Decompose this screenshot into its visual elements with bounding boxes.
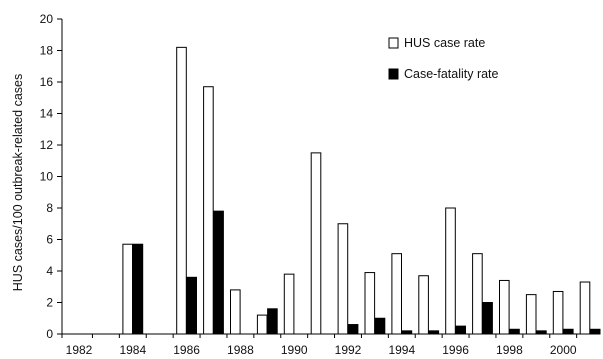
x-tick-label: 1990: [281, 343, 308, 357]
x-tick-label: 1984: [119, 343, 146, 357]
y-tick-label: 16: [40, 75, 54, 89]
x-tick-label: 1982: [66, 343, 93, 357]
y-tick-label: 14: [40, 107, 54, 121]
bar-case-fatality-rate-2001: [589, 328, 601, 335]
y-tick-label: 12: [40, 138, 54, 152]
y-tick-label: 6: [46, 233, 53, 247]
bar-case-fatality-rate-1989: [267, 308, 278, 335]
bar-hus-case-rate-1991: [310, 152, 322, 335]
bar-case-fatality-rate-1998: [509, 328, 520, 335]
bar-case-fatality-rate-1986: [186, 276, 197, 335]
y-tick-label: 20: [40, 12, 54, 26]
bars: [122, 46, 601, 335]
bar-hus-case-rate-1995: [418, 275, 429, 335]
legend-swatch-hus-case-rate: [388, 37, 399, 49]
legend-label-case-fatality-rate: Case-fatality rate: [404, 67, 499, 81]
bar-hus-case-rate-1992: [337, 223, 349, 335]
bar-hus-case-rate-1993: [364, 272, 376, 335]
x-tick-label: 1988: [227, 343, 254, 357]
bar-hus-case-rate-1987: [203, 86, 214, 335]
x-tick-label: 1994: [388, 343, 415, 357]
x-tick-label: 1998: [496, 343, 523, 357]
x-tick-label: 1992: [335, 343, 362, 357]
bar-case-fatality-rate-2000: [563, 328, 574, 335]
bar-case-fatality-rate-1993: [374, 317, 386, 335]
bar-hus-case-rate-1984: [122, 243, 134, 335]
x-tick-label: 1996: [442, 343, 469, 357]
y-axis-title: HUS cases/100 outbreak-related cases: [11, 74, 25, 291]
y-tick-label: 10: [40, 170, 54, 184]
bar-case-fatality-rate-1987: [213, 210, 224, 335]
bar-hus-case-rate-1999: [525, 294, 537, 335]
bar-case-fatality-rate-1996: [455, 325, 466, 335]
y-axis-ticks: 0 2 4 6 8 10 12 14 16 18 20: [40, 12, 62, 341]
bar-hus-case-rate-1996: [445, 207, 456, 335]
y-tick-label: 18: [40, 44, 54, 58]
bar-hus-case-rate-1998: [499, 279, 510, 335]
bar-hus-case-rate-2000: [552, 290, 564, 335]
x-tick-label: 2000: [550, 343, 577, 357]
bar-hus-case-rate-2001: [579, 281, 591, 335]
bar-hus-case-rate-1988: [230, 289, 241, 335]
legend-swatch-case-fatality-rate: [388, 68, 399, 80]
y-tick-label: 2: [46, 296, 53, 310]
bar-case-fatality-rate-1997: [482, 302, 493, 335]
bar-case-fatality-rate-1992: [347, 324, 359, 335]
bar-hus-case-rate-1990: [283, 273, 295, 335]
bar-hus-case-rate-1989: [256, 314, 268, 335]
y-tick-label: 0: [46, 327, 53, 341]
y-tick-label: 8: [46, 201, 53, 215]
legend-label-hus-case-rate: HUS case rate: [404, 36, 485, 50]
x-axis-ticks: 1982 1984 1986 1988 1990 1992 1994 1996 1998 2000…: [61, 334, 578, 357]
bar-hus-case-rate-1997: [472, 253, 483, 335]
x-tick-label: 1986: [173, 343, 200, 357]
bar-case-fatality-rate-1984: [132, 243, 144, 335]
bar-hus-case-rate-1994: [391, 253, 402, 335]
bar-hus-case-rate-1986: [176, 46, 187, 335]
legend: HUS case rate Case-fatality rate: [388, 36, 499, 81]
y-tick-label: 4: [46, 264, 53, 278]
